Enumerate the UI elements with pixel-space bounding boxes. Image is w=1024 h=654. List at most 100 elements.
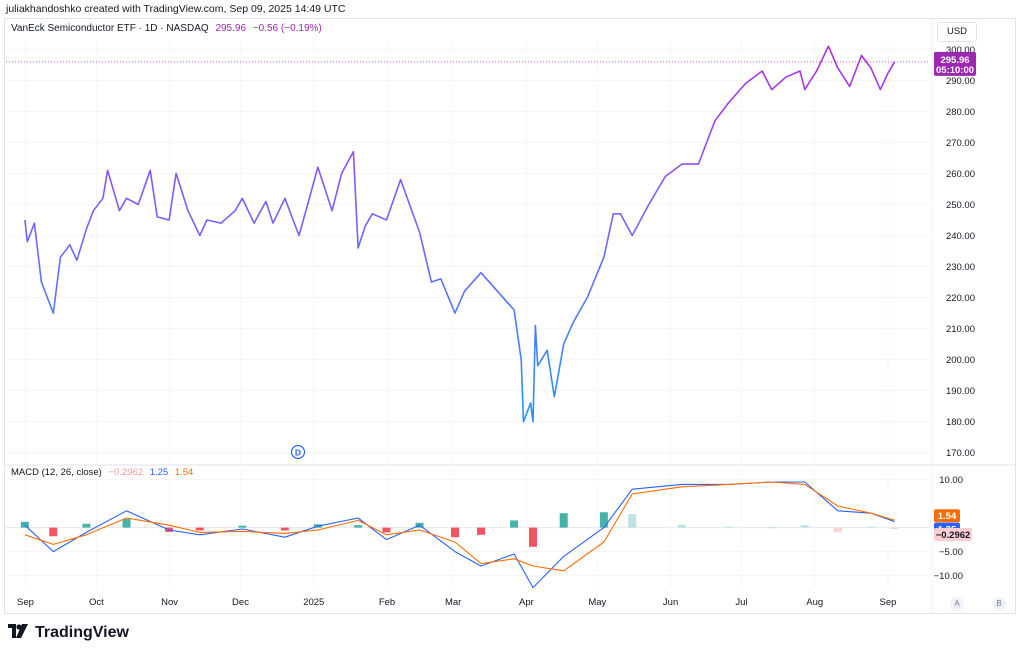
macd-histogram-bar — [476, 527, 485, 535]
price-point — [547, 350, 548, 351]
price-point — [102, 198, 103, 199]
macd-histogram-bar — [510, 520, 519, 528]
price-point — [119, 210, 120, 211]
macd-histogram-bar — [528, 527, 537, 547]
price-tag-countdown: 05:10:00 — [936, 65, 974, 76]
time-tick-label: Dec — [232, 597, 249, 608]
price-point — [530, 402, 531, 403]
scale-button-a[interactable]: A — [950, 597, 964, 611]
price-point — [613, 213, 614, 214]
signal-tag: 1.54 — [934, 509, 960, 523]
price-tick-label: 240.00 — [946, 231, 975, 242]
price-point — [698, 164, 699, 165]
price-point — [187, 210, 188, 211]
price-point — [532, 421, 533, 422]
series-lines — [24, 45, 896, 589]
grid-lines — [4, 18, 1016, 614]
macd-histogram-bar — [354, 525, 363, 528]
time-tick-label: Sep — [880, 597, 897, 608]
macd-histogram-bar — [49, 527, 58, 537]
price-tick-label: 200.00 — [946, 355, 975, 366]
price-point — [176, 173, 177, 174]
price-point — [60, 257, 61, 258]
macd-histogram-bar — [238, 525, 247, 528]
macd-legend-label: MACD (12, 26, close) — [11, 467, 102, 478]
price-point — [785, 77, 786, 78]
price-point — [870, 67, 871, 68]
price-point — [284, 198, 285, 199]
price-point — [341, 173, 342, 174]
time-tick-label: 2025 — [303, 597, 324, 608]
macd-legend[interactable]: MACD (12, 26, close) −0.2962 1.25 1.54 — [11, 467, 193, 478]
histogram-tag: −0.2962 — [934, 528, 972, 542]
price-point — [828, 46, 829, 47]
price-point — [880, 89, 881, 90]
macd-histogram-bar — [195, 527, 204, 531]
price-tick-label: 220.00 — [946, 293, 975, 304]
symbol-legend[interactable]: VanEck Semiconductor ETF · 1D · NASDAQ 2… — [11, 23, 322, 34]
chart-frame — [4, 18, 1016, 614]
macd-histogram-bar — [767, 527, 776, 529]
price-point — [665, 176, 666, 177]
price-point — [816, 70, 817, 71]
scale-button-b[interactable]: B — [992, 597, 1006, 611]
macd-histogram-bar — [382, 527, 391, 533]
price-point — [632, 235, 633, 236]
price-point — [53, 312, 54, 313]
price-point — [563, 343, 564, 344]
macd-histogram-bar — [122, 518, 131, 528]
price-point — [372, 213, 373, 214]
price-point — [386, 219, 387, 220]
price-line — [24, 45, 896, 423]
price-point — [849, 86, 850, 87]
price-point — [168, 219, 169, 220]
macd-histogram-bar — [559, 513, 568, 528]
price-point — [464, 291, 465, 292]
price-point — [573, 322, 574, 323]
price-point — [308, 201, 309, 202]
macd-histogram-bar — [451, 527, 460, 538]
price-point — [648, 204, 649, 205]
macd-histogram-bar — [628, 514, 637, 528]
price-point — [714, 120, 715, 121]
price-point — [762, 70, 763, 71]
price-point — [34, 222, 35, 223]
price-point — [523, 421, 524, 422]
price-point — [431, 281, 432, 282]
time-tick-label: Mar — [445, 597, 461, 608]
price-tick-label: 260.00 — [946, 169, 975, 180]
price-point — [440, 278, 441, 279]
price-point — [419, 232, 420, 233]
price-point — [138, 204, 139, 205]
macd-histogram-bar — [866, 526, 875, 528]
price-point — [771, 89, 772, 90]
price-point — [729, 101, 730, 102]
price-point — [27, 241, 28, 242]
price-point — [199, 235, 200, 236]
price-point — [86, 229, 87, 230]
time-tick-label: Aug — [806, 597, 823, 608]
price-point — [41, 281, 42, 282]
price-point — [894, 61, 895, 62]
price-tick-label: 170.00 — [946, 448, 975, 459]
price-point — [587, 297, 588, 298]
price-point — [235, 210, 236, 211]
macd-histogram-bar — [833, 527, 842, 533]
price-point — [353, 151, 354, 152]
price-point — [265, 201, 266, 202]
currency-button[interactable]: USD — [937, 22, 977, 42]
price-point — [804, 89, 805, 90]
price-tick-label: 270.00 — [946, 138, 975, 149]
macd-tick-label: 10.00 — [939, 475, 963, 486]
macd-histogram-bar — [280, 527, 289, 531]
macd-line — [24, 481, 895, 589]
price-point — [150, 170, 151, 171]
price-point — [317, 167, 318, 168]
macd-tick-label: −10.00 — [934, 571, 963, 582]
price-axis: 300.00 290.00 280.00 270.00 260.00 250.00 240.… — [934, 45, 975, 582]
price-tick-label: 180.00 — [946, 417, 975, 428]
tradingview-logo[interactable]: TradingView — [8, 624, 129, 642]
time-tick-label: Apr — [519, 597, 534, 608]
